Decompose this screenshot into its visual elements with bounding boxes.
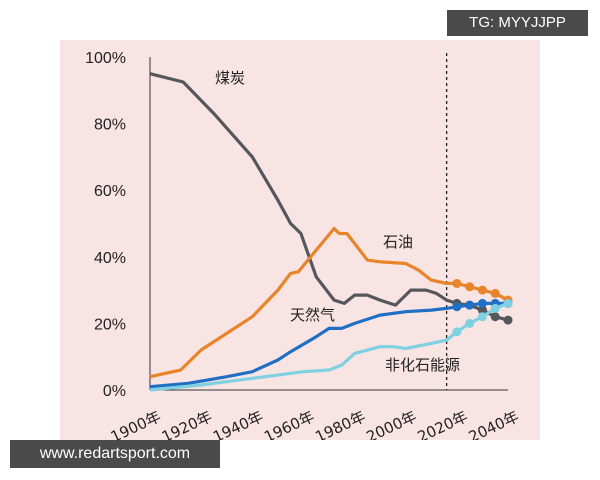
- x-tick-label: 1940年: [210, 407, 266, 440]
- watermark-bottom: www.redartsport.com: [10, 440, 220, 468]
- y-tick-label: 100%: [85, 50, 126, 67]
- forecast-point: [477, 298, 487, 308]
- chart-panel: 0% 20% 40% 60% 80% 100% 1900年 1920年 1940年 1960年 19…: [60, 40, 540, 440]
- y-tick-label: 40%: [94, 250, 126, 267]
- forecast-point: [490, 288, 500, 298]
- forecast-point: [477, 305, 487, 315]
- forecast-point: [503, 315, 513, 325]
- series-label: 天然气: [290, 306, 335, 324]
- forecast-point: [452, 302, 462, 312]
- x-tick-label: 1920年: [159, 407, 215, 440]
- x-tick-label: 2000年: [364, 407, 420, 440]
- y-tick-label: 20%: [94, 316, 126, 333]
- forecast-point: [465, 300, 475, 310]
- forecast-point: [465, 282, 475, 292]
- x-tick-label: 1980年: [312, 407, 368, 440]
- forecast-point: [452, 278, 462, 288]
- series-label: 石油: [383, 233, 413, 251]
- y-tick-label: 60%: [94, 183, 126, 200]
- forecast-point: [490, 303, 500, 313]
- x-tick-label: 1900年: [108, 407, 164, 440]
- watermark-top: TG: MYYJJPP: [447, 10, 588, 36]
- forecast-point: [503, 298, 513, 308]
- series-line-3: [149, 301, 509, 392]
- y-tick-label: 0%: [103, 383, 126, 400]
- energy-share-chart: 0% 20% 40% 60% 80% 100% 1900年1920年1940年1960年19…: [85, 50, 522, 440]
- forecast-point: [477, 285, 487, 295]
- x-tick-label: 2020年: [415, 407, 471, 440]
- forecast-point: [465, 318, 475, 328]
- forecast-point: [490, 312, 500, 322]
- series-label: 煤炭: [215, 69, 245, 87]
- x-tick-label: 1960年: [261, 407, 317, 440]
- forecast-point: [477, 312, 487, 322]
- y-tick-label: 80%: [94, 117, 126, 134]
- x-tick-label: 2040年: [466, 407, 522, 440]
- series-label: 非化石能源: [385, 356, 460, 374]
- forecast-point: [452, 327, 462, 337]
